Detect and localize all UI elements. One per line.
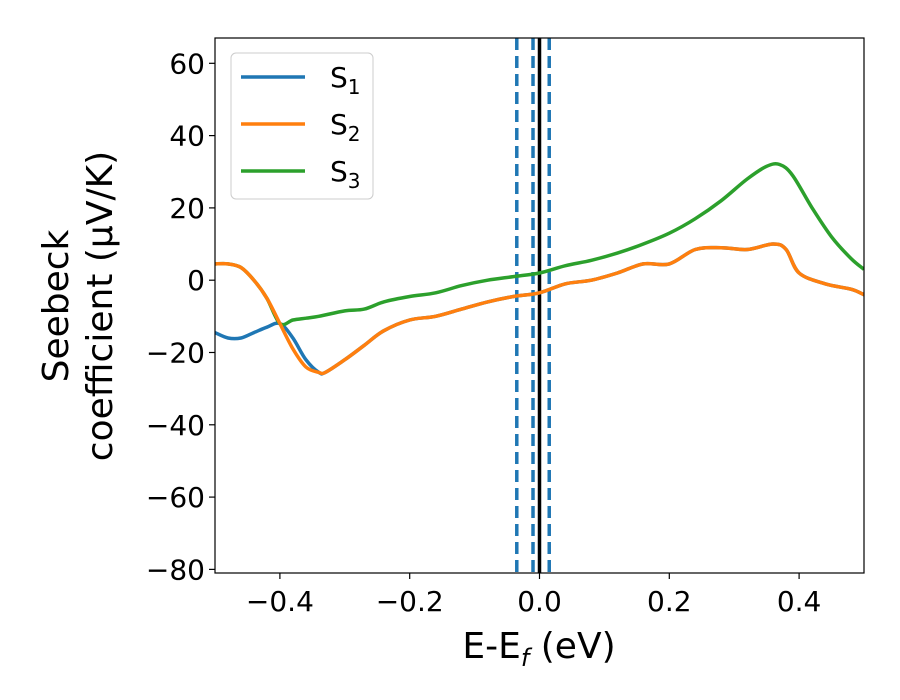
- legend-label-s3: S3: [330, 155, 361, 193]
- x-axis-title-unit: (eV): [529, 626, 615, 667]
- y-axis-title-line2: coefficient (μV/K): [80, 151, 121, 461]
- legend-label-s1: S1: [330, 61, 361, 99]
- series-line-s3: [215, 162, 864, 327]
- legend-box: [230, 52, 374, 200]
- x-tick-label: 0.2: [647, 585, 692, 618]
- x-tick-label: −0.2: [376, 585, 444, 618]
- y-axis-title-line1: Seebeck: [36, 229, 77, 382]
- x-axis-title: E-Ef (eV): [462, 626, 615, 672]
- y-tick-label: 0: [187, 264, 205, 297]
- y-tick-label: −40: [146, 409, 205, 442]
- x-tick-label: 0.0: [517, 585, 562, 618]
- x-axis-title-main: E-E: [462, 626, 520, 667]
- x-tick-label: 0.4: [777, 585, 822, 618]
- y-tick-label: −80: [146, 553, 205, 586]
- legend: S1 S2 S3: [230, 52, 374, 200]
- y-tick-label: 40: [169, 120, 205, 153]
- y-tick-label: 20: [169, 192, 205, 225]
- series-line-s2: [215, 242, 864, 376]
- x-tick-label: −0.4: [246, 585, 314, 618]
- legend-label-s2: S2: [330, 108, 361, 146]
- y-tick-label: −20: [146, 336, 205, 369]
- y-tick-label: 60: [169, 47, 205, 80]
- y-tick-label: −60: [146, 481, 205, 514]
